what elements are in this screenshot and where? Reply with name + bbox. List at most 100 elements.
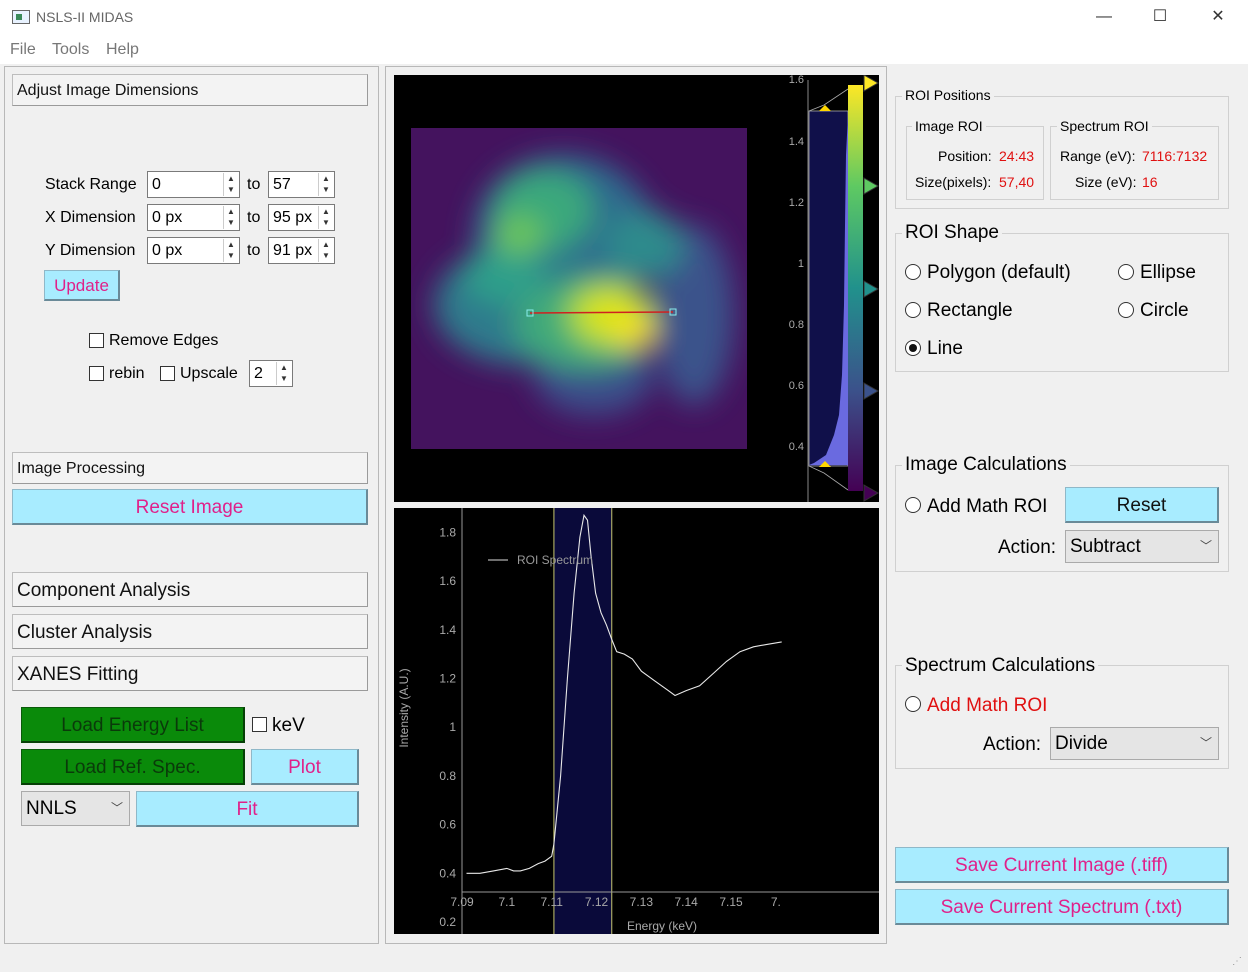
rebin-label: rebin xyxy=(109,365,145,382)
upscale-checkbox[interactable] xyxy=(160,366,175,381)
y-axis-label: Intensity (A.U.) xyxy=(397,668,411,747)
x-axis-label: Energy (keV) xyxy=(627,919,697,933)
x-to-input[interactable]: 95 px ▲ ▼ xyxy=(268,204,335,231)
fit-button[interactable]: Fit xyxy=(136,791,359,827)
polygon-label: Polygon (default) xyxy=(927,262,1071,283)
component-analysis-header[interactable]: Component Analysis xyxy=(12,572,368,607)
y-from-input[interactable]: 0 px ▲ ▼ xyxy=(147,237,240,264)
save-spectrum-button[interactable]: Save Current Spectrum (.txt) xyxy=(895,889,1229,925)
y-dimension-label: Y Dimension xyxy=(45,242,136,259)
y-to-input[interactable]: 91 px ▲ ▼ xyxy=(268,237,335,264)
y-tick-label: 1.4 xyxy=(439,623,456,637)
close-button[interactable]: ✕ xyxy=(1211,8,1225,25)
load-ref-spec-button[interactable]: Load Ref. Spec. xyxy=(21,749,245,785)
cluster-analysis-header[interactable]: Cluster Analysis xyxy=(12,614,368,649)
roi-positions-title: ROI Positions xyxy=(902,87,994,103)
gradient-handle[interactable] xyxy=(863,484,879,502)
spectrum-plot[interactable]: 1.8 1.6 1.4 1.2 1 0.8 0.6 0.4 0.2 7.09 7.1 7.11 7.12… xyxy=(394,508,879,934)
x-tick-label: 7.1 xyxy=(498,895,515,909)
y-tick-label: 1.6 xyxy=(439,574,456,588)
position-value: 24:43 xyxy=(999,148,1035,164)
roi-handle[interactable] xyxy=(669,308,677,316)
hist-tick: 1.2 xyxy=(789,197,804,209)
status-bar xyxy=(0,946,1248,972)
to-label: to xyxy=(247,209,261,226)
window-title: NSLS-II MIDAS xyxy=(36,9,134,25)
reset-button[interactable]: Reset xyxy=(1065,487,1219,523)
x-tick-label: 7. xyxy=(771,895,781,909)
x-dimension-label: X Dimension xyxy=(45,209,136,226)
image-add-math-roi-radio[interactable] xyxy=(905,497,921,513)
menu-help[interactable]: Help xyxy=(106,41,139,58)
roi-handle[interactable] xyxy=(526,309,534,317)
menu-bar xyxy=(0,34,1248,64)
image-roi-title: Image ROI xyxy=(912,118,986,134)
reset-image-button[interactable]: Reset Image xyxy=(12,489,368,525)
rectangle-radio[interactable] xyxy=(905,302,921,318)
gradient-handle[interactable] xyxy=(863,280,879,298)
upscale-input[interactable]: 2 ▲ ▼ xyxy=(249,360,293,387)
gradient-handle[interactable] xyxy=(863,177,879,195)
stack-from-input[interactable]: 0 ▲ ▼ xyxy=(147,171,240,198)
app-icon xyxy=(12,10,30,24)
fit-method-dropdown[interactable]: NNLS ﹀ xyxy=(21,791,130,826)
image-processing-header[interactable]: Image Processing xyxy=(12,452,368,484)
spectrum-add-math-roi-label: Add Math ROI xyxy=(927,695,1048,716)
spectrum-add-math-roi-radio[interactable] xyxy=(905,696,921,712)
gradient-handle[interactable] xyxy=(863,382,879,400)
y-tick-label: 0.4 xyxy=(439,866,456,880)
menu-file[interactable]: File xyxy=(10,41,36,58)
roi-positions-group xyxy=(895,96,1229,209)
spectrum-roi-title: Spectrum ROI xyxy=(1057,118,1152,134)
series-line-roi-spectrum xyxy=(466,513,782,874)
load-energy-list-button[interactable]: Load Energy List xyxy=(21,707,245,743)
colormap-bar[interactable] xyxy=(848,85,863,491)
image-calculations-title: Image Calculations xyxy=(902,454,1070,476)
menu-tools[interactable]: Tools xyxy=(52,41,90,58)
gradient-handle[interactable] xyxy=(863,75,879,92)
maximize-button[interactable]: ☐ xyxy=(1152,8,1168,25)
circle-label: Circle xyxy=(1140,300,1189,321)
range-value: 7116:7132 xyxy=(1142,148,1208,164)
remove-edges-checkbox[interactable] xyxy=(89,333,104,348)
stack-to-input[interactable]: 57 ▲ ▼ xyxy=(268,171,335,198)
size-pixels-value: 57,40 xyxy=(999,174,1035,190)
minimize-button[interactable]: — xyxy=(1096,8,1112,25)
plot-button[interactable]: Plot xyxy=(251,749,359,785)
range-label: Range (eV): xyxy=(1060,148,1136,164)
size-ev-label: Size (eV): xyxy=(1075,174,1137,190)
x-from-input[interactable]: 0 px ▲ ▼ xyxy=(147,204,240,231)
size-ev-value: 16 xyxy=(1142,174,1158,190)
roi-shape-title: ROI Shape xyxy=(902,222,1002,244)
xanes-fitting-header[interactable]: XANES Fitting xyxy=(12,656,368,691)
rebin-checkbox[interactable] xyxy=(89,366,104,381)
roi-region-band[interactable] xyxy=(553,508,612,934)
x-tick-label: 7.14 xyxy=(675,895,699,909)
x-tick-label: 7.15 xyxy=(719,895,743,909)
save-image-button[interactable]: Save Current Image (.tiff) xyxy=(895,847,1229,883)
size-pixels-label: Size(pixels): xyxy=(915,174,992,190)
line-radio[interactable] xyxy=(905,340,921,356)
y-tick-label: 1 xyxy=(449,720,456,734)
roi-line[interactable] xyxy=(529,311,674,314)
spectrum-action-dropdown[interactable]: Divide ﹀ xyxy=(1050,727,1219,760)
ellipse-label: Ellipse xyxy=(1140,262,1196,283)
y-tick-label: 0.6 xyxy=(439,818,456,832)
spectrum-action-label: Action: xyxy=(983,734,1042,755)
hist-tick: 0.4 xyxy=(789,441,804,453)
resize-grip-icon[interactable]: ⋰ xyxy=(1232,956,1242,967)
adjust-image-dimensions-header[interactable]: Adjust Image Dimensions xyxy=(12,74,368,106)
hist-tick: 1 xyxy=(798,258,804,270)
legend-label: ROI Spectrum xyxy=(517,553,593,567)
roi-shape-group xyxy=(895,233,1229,372)
ellipse-radio[interactable] xyxy=(1118,264,1134,280)
image-view[interactable]: 1.6 1.4 1.2 1 0.8 0.6 0.4 xyxy=(394,75,879,502)
kev-checkbox[interactable] xyxy=(252,717,267,732)
image-action-label: Action: xyxy=(998,537,1057,558)
x-tick-label: 7.13 xyxy=(630,895,654,909)
polygon-radio[interactable] xyxy=(905,264,921,280)
circle-radio[interactable] xyxy=(1118,302,1134,318)
image-action-dropdown[interactable]: Subtract ﹀ xyxy=(1065,530,1219,563)
x-tick-label: 7.11 xyxy=(540,895,563,909)
update-button[interactable]: Update xyxy=(44,270,120,301)
